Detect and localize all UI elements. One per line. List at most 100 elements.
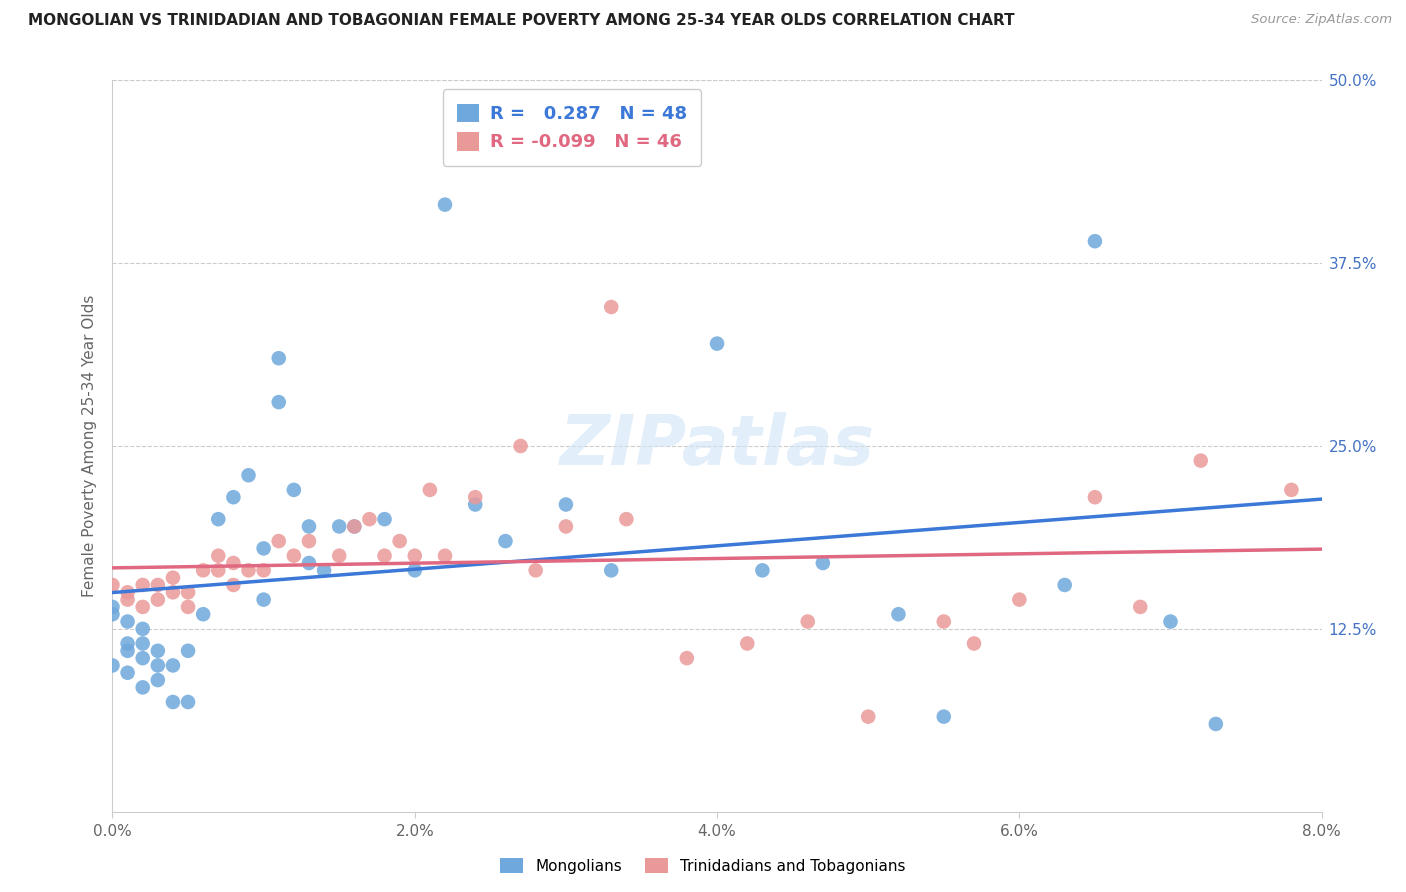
- Point: [177, 585, 200, 599]
- Point: [932, 709, 955, 723]
- Point: [524, 563, 547, 577]
- Point: [101, 607, 124, 622]
- Point: [554, 519, 576, 533]
- Point: [1084, 234, 1107, 248]
- Text: MONGOLIAN VS TRINIDADIAN AND TOBAGONIAN FEMALE POVERTY AMONG 25-34 YEAR OLDS COR: MONGOLIAN VS TRINIDADIAN AND TOBAGONIAN …: [28, 13, 1015, 29]
- Point: [509, 439, 531, 453]
- Point: [388, 534, 411, 549]
- Point: [222, 556, 245, 570]
- Point: [373, 512, 396, 526]
- Point: [253, 541, 276, 556]
- Point: [464, 490, 486, 504]
- Point: [1084, 490, 1107, 504]
- Point: [675, 651, 697, 665]
- Legend: R =   0.287   N = 48, R = -0.099   N = 46: R = 0.287 N = 48, R = -0.099 N = 46: [443, 89, 702, 166]
- Point: [207, 563, 229, 577]
- Point: [343, 519, 366, 533]
- Point: [1053, 578, 1076, 592]
- Point: [101, 599, 124, 614]
- Point: [616, 512, 638, 526]
- Point: [162, 695, 184, 709]
- Point: [253, 592, 276, 607]
- Point: [706, 336, 728, 351]
- Point: [162, 585, 184, 599]
- Point: [238, 563, 260, 577]
- Point: [932, 615, 955, 629]
- Point: [887, 607, 910, 622]
- Point: [404, 563, 426, 577]
- Point: [298, 519, 321, 533]
- Point: [495, 534, 517, 549]
- Point: [117, 592, 139, 607]
- Point: [146, 592, 169, 607]
- Point: [177, 695, 200, 709]
- Point: [1279, 483, 1302, 497]
- Point: [343, 519, 366, 533]
- Text: ZIPatlas: ZIPatlas: [560, 412, 875, 480]
- Point: [1008, 592, 1031, 607]
- Point: [267, 534, 290, 549]
- Point: [267, 351, 290, 366]
- Point: [132, 636, 155, 650]
- Point: [359, 512, 381, 526]
- Point: [600, 563, 623, 577]
- Point: [191, 607, 215, 622]
- Point: [751, 563, 773, 577]
- Point: [328, 519, 350, 533]
- Point: [1129, 599, 1152, 614]
- Point: [464, 498, 486, 512]
- Point: [373, 549, 396, 563]
- Y-axis label: Female Poverty Among 25-34 Year Olds: Female Poverty Among 25-34 Year Olds: [82, 295, 97, 597]
- Point: [267, 395, 290, 409]
- Point: [312, 563, 335, 577]
- Point: [404, 549, 426, 563]
- Point: [101, 658, 124, 673]
- Point: [117, 615, 139, 629]
- Point: [191, 563, 215, 577]
- Point: [207, 512, 229, 526]
- Point: [117, 636, 139, 650]
- Point: [162, 571, 184, 585]
- Point: [283, 483, 305, 497]
- Point: [132, 681, 155, 695]
- Point: [554, 498, 576, 512]
- Point: [253, 563, 276, 577]
- Point: [177, 599, 200, 614]
- Point: [132, 599, 155, 614]
- Point: [737, 636, 759, 650]
- Point: [963, 636, 986, 650]
- Point: [1159, 615, 1181, 629]
- Point: [146, 673, 169, 687]
- Point: [132, 578, 155, 592]
- Point: [796, 615, 818, 629]
- Point: [207, 549, 229, 563]
- Point: [146, 644, 169, 658]
- Point: [419, 483, 441, 497]
- Point: [146, 578, 169, 592]
- Legend: Mongolians, Trinidadians and Tobagonians: Mongolians, Trinidadians and Tobagonians: [494, 852, 912, 880]
- Point: [856, 709, 880, 723]
- Point: [811, 556, 834, 570]
- Point: [433, 549, 456, 563]
- Point: [433, 197, 456, 211]
- Point: [132, 651, 155, 665]
- Point: [101, 578, 124, 592]
- Point: [298, 556, 321, 570]
- Point: [222, 578, 245, 592]
- Point: [132, 622, 155, 636]
- Point: [177, 644, 200, 658]
- Point: [283, 549, 305, 563]
- Text: Source: ZipAtlas.com: Source: ZipAtlas.com: [1251, 13, 1392, 27]
- Point: [222, 490, 245, 504]
- Point: [328, 549, 350, 563]
- Point: [298, 534, 321, 549]
- Point: [146, 658, 169, 673]
- Point: [117, 644, 139, 658]
- Point: [162, 658, 184, 673]
- Point: [1189, 453, 1212, 467]
- Point: [117, 665, 139, 680]
- Point: [600, 300, 623, 314]
- Point: [1205, 717, 1227, 731]
- Point: [238, 468, 260, 483]
- Point: [117, 585, 139, 599]
